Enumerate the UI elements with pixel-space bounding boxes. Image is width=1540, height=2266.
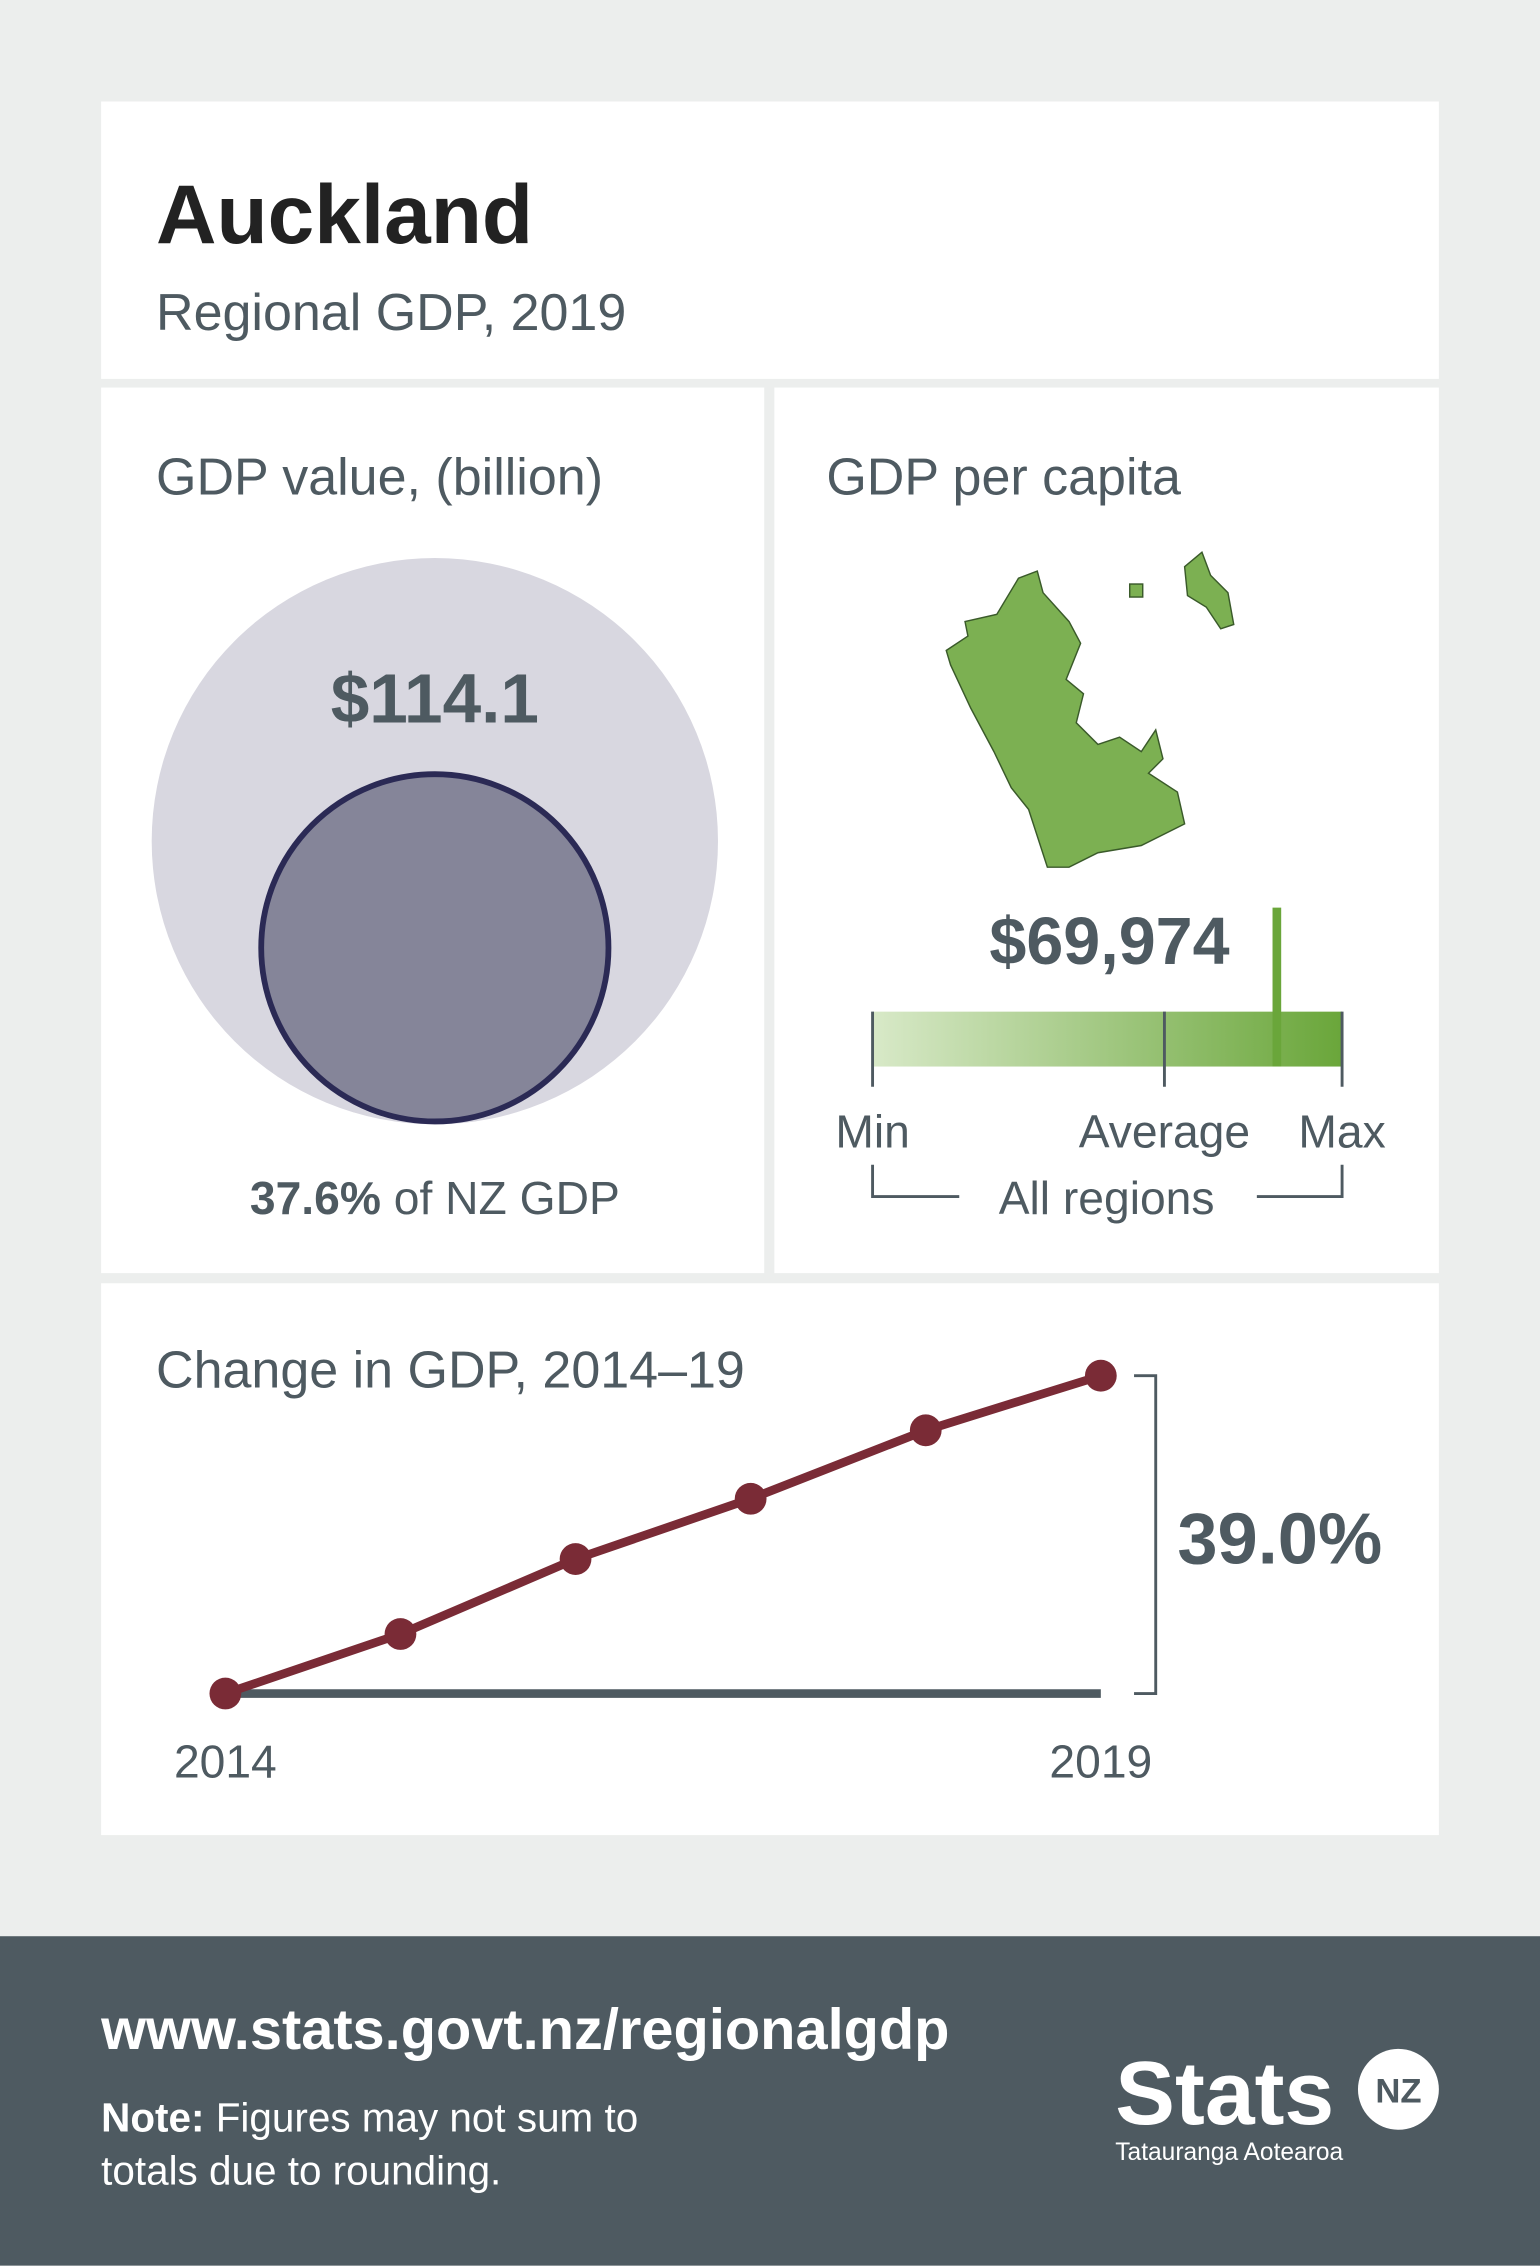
logo-tagline: Tatauranga Aotearoa [1115,2139,1343,2166]
header-card [101,101,1439,379]
group-bracket [871,1164,1344,1199]
logo-name: Stats [1115,2043,1334,2143]
share-text: 37.6% of NZ GDP [250,1172,620,1224]
subtitle: Regional GDP, 2019 [156,284,626,342]
gdp-value: $114.1 [331,660,539,738]
panel-title: GDP value, (billion) [156,448,603,506]
url: www.stats.govt.nz/regionalgdp [100,1998,949,2062]
line [223,1371,1103,1698]
point [559,1543,592,1575]
per-capita-value: $69,974 [989,905,1229,979]
note-label: Note: [101,2094,204,2140]
point [909,1414,942,1447]
range-label: Average [1079,1105,1250,1157]
range-label: Max [1298,1105,1385,1157]
panel-title: Change in GDP, 2014–19 [156,1341,745,1399]
panel-title: GDP per capita [826,448,1181,506]
share-layer [258,771,612,1125]
auckland-map [945,570,1186,868]
range-label: Min [835,1105,909,1157]
point [1084,1359,1117,1392]
change-bracket [1134,1374,1158,1695]
point [734,1482,767,1515]
point [384,1618,417,1650]
x-tick-label: 2019 [1049,1735,1152,1787]
total-change: 39.0% [1177,1500,1382,1580]
line-layer: 2014 2019 [174,1359,1158,1787]
share-circle [258,771,612,1125]
range-bar [872,1011,1343,1067]
per-capita-layer: Min Average Max [835,907,1386,1157]
map-island [1128,583,1144,598]
logo-badge-text: NZ [1375,2072,1421,2110]
map-island [1183,551,1235,630]
change-card [101,1283,1439,1836]
group-label: All regions [999,1172,1215,1224]
footer-band [0,1936,1540,2266]
title: Auckland [156,167,533,261]
logo-badge [1357,2048,1439,2130]
note-line: Figures may not sum to [216,2094,639,2140]
x-tick-label: 2014 [174,1735,277,1787]
point [209,1677,242,1710]
share-caption: of NZ GDP [394,1172,620,1224]
note-line: totals due to rounding. [101,2148,501,2194]
share-label: 37.6% [250,1172,381,1224]
note: Note: Figures may not sum to [101,2094,638,2140]
